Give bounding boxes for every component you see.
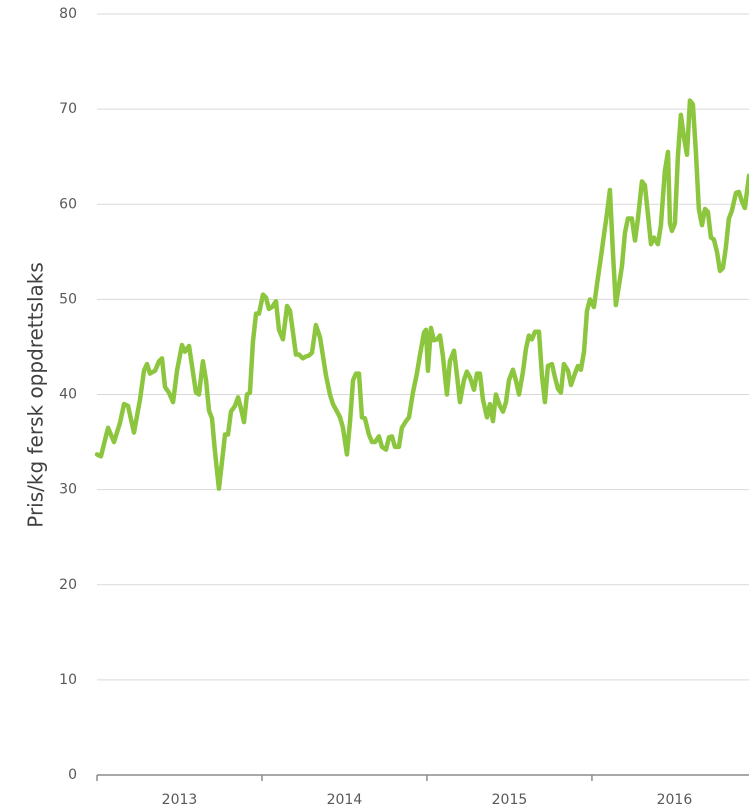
y-tick-label: 20 [59,577,77,593]
x-tick-label: 2016 [657,792,693,808]
y-tick-label: 60 [59,196,77,212]
y-axis-title: Pris/kg fersk oppdrettslaks [24,262,48,528]
x-tick-label: 2014 [327,792,363,808]
price-line [94,98,749,491]
x-tick-label: 2013 [162,792,198,808]
y-tick-label: 30 [59,482,77,498]
y-tick-label: 50 [59,291,77,307]
y-tick-label: 0 [68,767,77,783]
y-tick-label: 10 [59,672,77,688]
y-tick-label: 40 [59,387,77,403]
x-tick-label: 2015 [492,792,528,808]
y-tick-label: 70 [59,101,77,117]
y-tick-label: 80 [59,6,77,22]
